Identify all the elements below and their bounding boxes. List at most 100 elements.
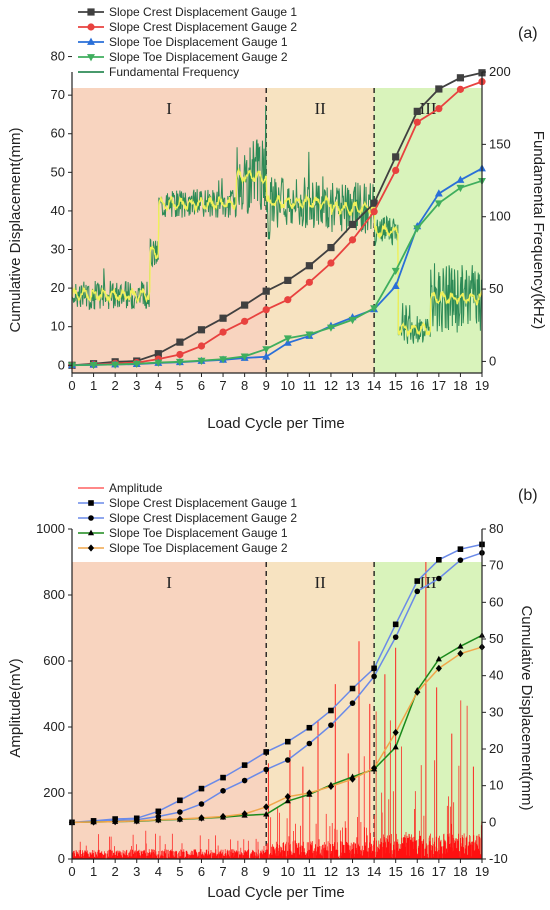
series-1-point — [305, 262, 313, 270]
series-3-point — [435, 655, 442, 662]
y-tick-label: 200 — [43, 785, 65, 800]
stage-region-1 — [72, 562, 267, 859]
legend-marker-1 — [87, 8, 95, 16]
series-1-point — [241, 301, 249, 309]
y2-tick-label: 80 — [489, 521, 503, 536]
series-4-point — [327, 782, 335, 791]
series-1-point — [155, 808, 162, 815]
y2-tick-label: 30 — [489, 704, 503, 719]
x-tick-label: 6 — [198, 864, 205, 879]
series-4-point — [176, 815, 183, 823]
panel-a-y-axis-title: Cumulative Displacement(mm) — [7, 127, 24, 332]
series-4-point — [133, 817, 140, 825]
series-4-point — [456, 184, 465, 193]
series-2-point — [456, 85, 465, 93]
series-1-point — [220, 774, 226, 781]
x-tick-label: 7 — [219, 864, 226, 879]
series-4-point — [348, 316, 357, 325]
series-1-point — [284, 276, 292, 284]
series-4-point — [326, 324, 335, 332]
legend-marker-2 — [87, 23, 95, 31]
series-4-point — [413, 225, 422, 233]
series-1-point — [348, 220, 357, 229]
x-tick-label: 5 — [176, 864, 183, 879]
series-2-point — [349, 700, 356, 706]
series-1-point — [263, 749, 270, 755]
x-tick-label: 10 — [281, 864, 295, 879]
series-1-point — [219, 314, 227, 322]
panel-a-x-axis-title: Load Cycle per Time — [207, 415, 345, 432]
x-tick-label: 16 — [410, 864, 424, 879]
series-2-point — [327, 259, 335, 267]
y-tick-label: 40 — [51, 203, 65, 218]
series-3-point — [262, 352, 271, 360]
x-tick-label: 13 — [345, 864, 359, 879]
y-tick-label: 800 — [43, 587, 65, 602]
stage-label-1: I — [166, 99, 172, 118]
stage-label-1: I — [166, 573, 172, 592]
series-4-point — [154, 359, 163, 367]
series-1-point — [284, 738, 291, 745]
series-2-point — [284, 757, 291, 763]
x-tick-label: 14 — [367, 378, 381, 393]
legend-label-5: Fundamental Frequency — [109, 65, 239, 79]
series-line-2 — [71, 552, 483, 824]
panel-a-frequency-layer — [71, 105, 483, 344]
series-4-point — [241, 810, 248, 818]
series-1-point — [349, 685, 356, 692]
series-2-point — [197, 342, 206, 350]
series-1-point — [456, 74, 465, 82]
series-2-point — [392, 634, 399, 640]
series-1-point — [241, 762, 248, 768]
x-tick-label: 5 — [176, 378, 183, 393]
series-1-point — [371, 665, 377, 672]
y-tick-label: 30 — [51, 242, 65, 257]
y-tick-label: 400 — [43, 719, 65, 734]
panel-a: I II III 0 1 2 3 4 5 6 7 8 9 10 11 12 13 14 15 16 17 18 19010… — [7, 5, 547, 432]
series-4-point — [219, 812, 227, 821]
series-1-point — [414, 578, 421, 584]
series-1-point — [262, 287, 270, 295]
x-tick-label: 4 — [155, 864, 162, 879]
series-1-point — [435, 85, 443, 93]
series-2-point — [457, 557, 464, 563]
legend-label-4: Slope Toe Displacement Gauge 2 — [109, 50, 288, 64]
panel-a-y2-axis-title: Fundamental Frequency(kHz) — [530, 131, 547, 329]
y2-tick-label: 50 — [489, 631, 503, 646]
series-4-point — [349, 775, 356, 783]
y-tick-label: 50 — [51, 164, 65, 179]
series-1-point — [176, 338, 184, 346]
x-tick-label: 2 — [112, 378, 119, 393]
y-tick-label: 0 — [58, 851, 65, 866]
series-1-point — [177, 797, 183, 804]
x-tick-label: 12 — [324, 864, 338, 879]
series-3-point — [457, 642, 464, 649]
series-2-point — [198, 801, 205, 807]
stage-label-2: II — [314, 573, 326, 592]
x-tick-label: 7 — [219, 378, 226, 393]
legend-marker-5 — [87, 544, 95, 552]
series-1-point — [370, 199, 378, 207]
series-2-point — [392, 166, 400, 175]
series-2-point — [371, 673, 377, 680]
x-tick-label: 8 — [241, 864, 248, 879]
x-tick-label: 13 — [345, 378, 359, 393]
series-2-point — [219, 328, 227, 336]
series-4-point — [414, 688, 421, 696]
y-tick-label: 20 — [51, 280, 65, 295]
series-4-point — [262, 346, 271, 354]
x-tick-label: 14 — [367, 864, 381, 879]
x-tick-label: 11 — [303, 864, 317, 879]
series-2-point — [263, 766, 270, 773]
series-4-point — [263, 803, 270, 811]
stage-region-3 — [374, 562, 482, 859]
series-1-point — [306, 724, 313, 731]
x-tick-label: 0 — [68, 378, 75, 393]
x-tick-label: 19 — [475, 378, 489, 393]
y-tick-label: 70 — [51, 87, 65, 102]
x-tick-label: 15 — [388, 864, 402, 879]
panel-a-label: (a) — [518, 25, 538, 42]
y-tick-label: 0 — [58, 357, 65, 372]
series-2-point — [328, 722, 334, 728]
